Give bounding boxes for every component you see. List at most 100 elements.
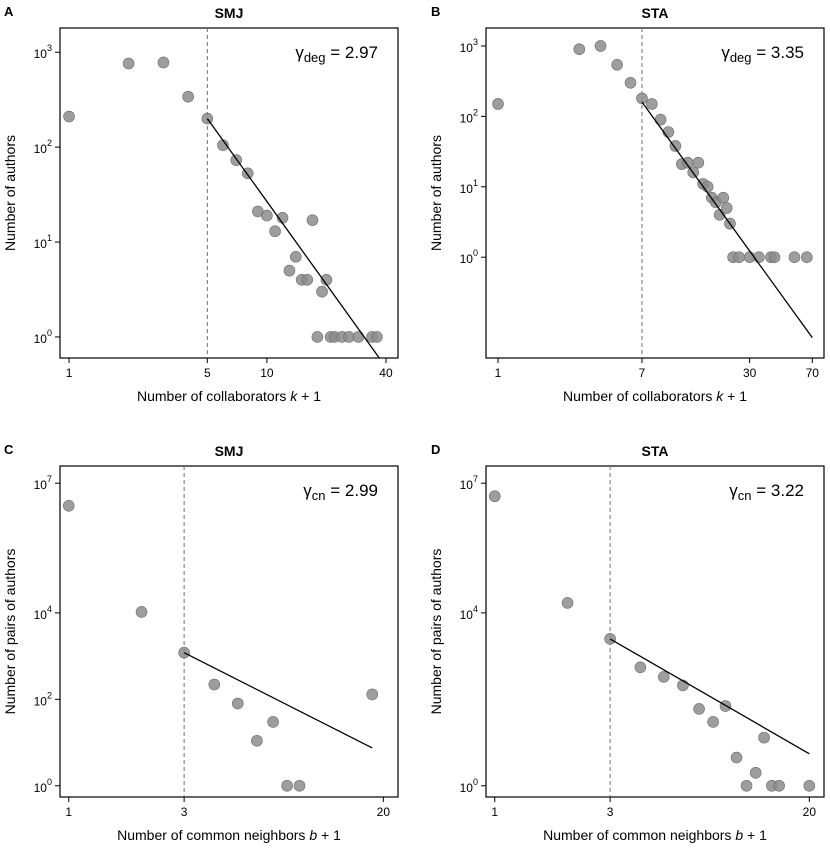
data-point-b-19: [717, 191, 730, 204]
data-point-a-17: [311, 331, 324, 343]
data-point-b-28: [788, 251, 801, 263]
data-point-a-12: [283, 264, 296, 277]
x-tick-label-c-2: 20: [377, 805, 391, 819]
data-point-b-8: [662, 126, 675, 138]
chart-title-a: SMJ: [215, 5, 244, 21]
data-point-c-4: [231, 697, 244, 710]
data-point-d-12: [758, 731, 770, 744]
y-tick-label-c-1: 102: [34, 690, 52, 708]
x-tick-label-a-3: 40: [379, 366, 393, 380]
gamma-annotation-d: γcn = 3.22: [729, 481, 804, 503]
data-point-d-14: [773, 779, 785, 792]
panel-label-b: B: [431, 4, 440, 19]
data-point-a-24: [352, 331, 365, 343]
data-point-b-6: [646, 98, 658, 110]
data-point-b-13: [692, 156, 705, 169]
fit-line-d: [609, 638, 810, 755]
y-tick-label-b-0: 100: [460, 248, 478, 266]
x-tick-label-a-1: 5: [204, 366, 211, 380]
data-point-b-11: [681, 156, 694, 169]
y-axis-label-d: Number of pairs of authors: [428, 549, 444, 715]
fit-line-b: [641, 101, 813, 339]
data-point-c-6: [267, 716, 279, 728]
x-tick-label-d-0: 1: [491, 805, 498, 819]
x-tick-label-a-2: 10: [260, 366, 274, 380]
data-point-c-7: [281, 779, 293, 792]
data-point-c-5: [251, 734, 263, 747]
gamma-annotation-b: γdeg = 3.35: [721, 43, 804, 65]
panel-a: A SMJ 1 5 10 40 100 101 102 103 Number of collabor…: [2, 4, 399, 404]
chart-title-d: STA: [642, 443, 669, 459]
panels: A SMJ 1 5 10 40 100 101 102 103 Number of collabor…: [2, 4, 825, 843]
data-point-b-25: [753, 251, 765, 263]
data-point-c-1: [135, 606, 148, 618]
y-tick-label-a-2: 102: [34, 138, 52, 156]
x-tick-label-b-1: 7: [639, 366, 646, 380]
panel-label-c: C: [4, 442, 14, 457]
fit-line-a: [206, 118, 380, 359]
y-axis-label-c: Number of pairs of authors: [2, 549, 18, 715]
data-point-a-16: [306, 214, 319, 226]
panel-d: D STA 1 3 20 100 104 107 Number of common neighb…: [428, 442, 825, 843]
data-point-b-2: [594, 40, 607, 52]
chart-title-c: SMJ: [215, 443, 244, 459]
x-tick-label-b-3: 70: [806, 366, 820, 380]
data-point-b-3: [611, 59, 623, 71]
data-point-b-4: [624, 76, 637, 89]
data-point-d-4: [657, 671, 670, 683]
panel-label-d: D: [431, 442, 440, 457]
data-point-a-2: [157, 56, 170, 69]
data-point-b-1: [573, 43, 586, 55]
y-tick-label-d-0: 100: [460, 777, 478, 795]
x-tick-label-b-2: 30: [743, 366, 757, 380]
x-tick-label-a-0: 1: [66, 366, 73, 380]
y-axis-label-a: Number of authors: [2, 135, 18, 251]
x-tick-label-b-0: 1: [495, 366, 502, 380]
data-point-a-18: [316, 285, 328, 298]
data-point-d-15: [803, 779, 816, 792]
data-point-d-10: [740, 779, 753, 792]
data-point-c-0: [62, 500, 75, 512]
y-tick-label-d-1: 104: [460, 604, 478, 622]
x-tick-label-d-1: 3: [607, 805, 614, 819]
y-tick-label-b-3: 103: [460, 37, 478, 55]
plot-frame-b: [485, 27, 825, 359]
data-point-a-13: [289, 250, 302, 263]
data-point-d-11: [749, 766, 762, 779]
y-tick-label-b-2: 102: [460, 107, 478, 125]
data-point-d-7: [707, 716, 719, 728]
data-point-a-3: [182, 90, 194, 103]
data-point-a-0: [63, 110, 75, 123]
y-tick-label-c-0: 100: [34, 777, 52, 795]
plot-frame-a: [59, 27, 399, 359]
panel-c: C SMJ 1 3 20 100 102 104 107 Number of common nei…: [2, 442, 399, 843]
y-tick-label-a-0: 100: [34, 328, 52, 346]
data-point-a-15: [301, 274, 314, 286]
gamma-annotation-c: γcn = 2.99: [303, 481, 378, 503]
x-axis-label-b: Number of collaborators k + 1: [563, 388, 747, 404]
data-point-b-29: [801, 251, 813, 263]
data-point-b-0: [492, 98, 504, 110]
data-point-b-20: [720, 202, 733, 214]
x-axis-label-d: Number of common neighbors b + 1: [543, 827, 767, 843]
y-tick-label-c-2: 104: [34, 604, 52, 622]
fit-line-c: [183, 652, 373, 749]
data-point-b-27: [768, 251, 781, 263]
data-point-a-1: [122, 57, 135, 70]
data-point-d-6: [693, 703, 705, 715]
plot-frame-c: [59, 465, 399, 798]
data-point-d-1: [561, 597, 574, 609]
plot-frame-d: [485, 465, 825, 798]
data-point-c-9: [366, 688, 379, 701]
data-point-a-10: [269, 225, 281, 238]
panel-label-a: A: [4, 4, 14, 19]
data-point-d-9: [730, 751, 743, 764]
x-tick-label-c-1: 3: [181, 805, 188, 819]
y-tick-label-b-1: 101: [460, 178, 478, 196]
x-tick-label-d-2: 20: [803, 805, 817, 819]
data-point-c-8: [293, 779, 306, 792]
data-point-c-3: [208, 678, 221, 691]
x-axis-label-c: Number of common neighbors b + 1: [117, 827, 341, 843]
data-point-d-3: [634, 661, 647, 674]
